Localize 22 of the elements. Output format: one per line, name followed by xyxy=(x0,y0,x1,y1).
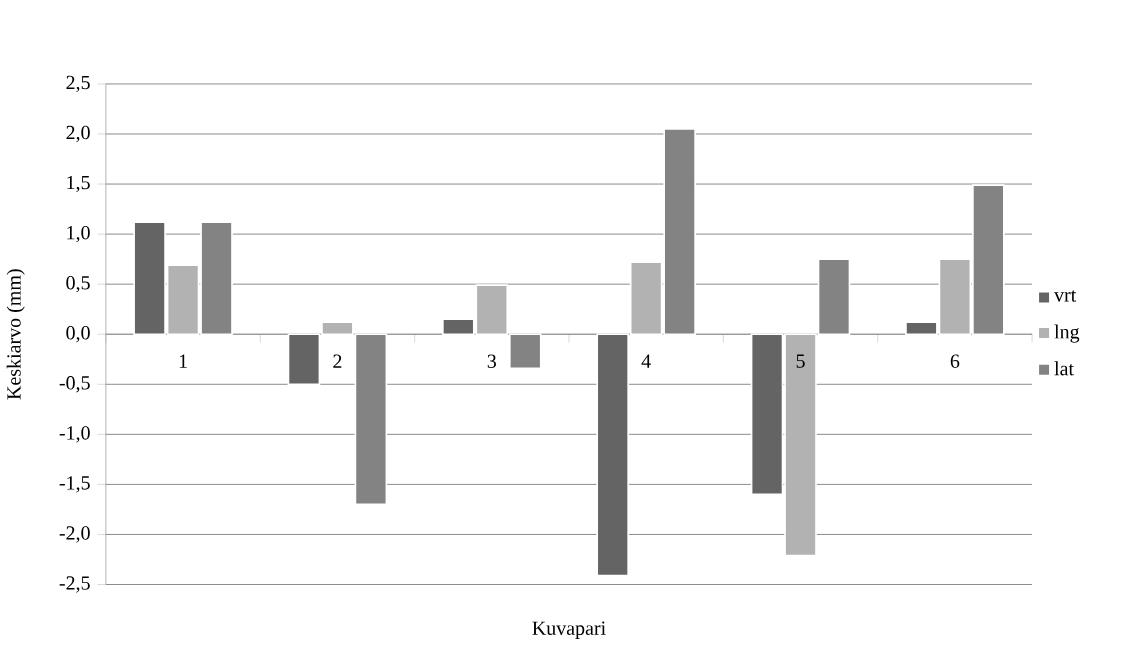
x-tick-label: 2 xyxy=(333,354,342,368)
y-tick-label: -2,0 xyxy=(59,526,90,543)
x-tick-label: 3 xyxy=(487,354,497,368)
y-tick-label: 1,0 xyxy=(67,225,90,243)
y-tick-label: -2,5 xyxy=(59,576,90,593)
y-tick-label: 0,0 xyxy=(66,325,90,343)
legend-label: lat xyxy=(1054,361,1074,376)
y-tick-label: 0,5 xyxy=(66,275,90,293)
x-tick-label: 1 xyxy=(179,354,187,368)
x-tick-label: 6 xyxy=(950,354,960,368)
y-tick-label: 2,5 xyxy=(66,75,90,92)
legend-label: lng xyxy=(1054,324,1080,343)
y-tick-label: -0,5 xyxy=(59,375,90,393)
x-tick-label: 4 xyxy=(641,354,651,368)
x-axis-title: Kuvapari xyxy=(532,621,606,639)
y-axis-title: Keskiarvo (mm) xyxy=(6,269,25,400)
legend-label: vrt xyxy=(1054,290,1077,302)
y-tick-label: -1,5 xyxy=(59,476,90,493)
x-tick-label: 5 xyxy=(796,354,805,368)
y-tick-label: -1,0 xyxy=(59,425,90,443)
y-tick-label: 1,5 xyxy=(67,175,90,192)
y-tick-label: 2,0 xyxy=(66,125,90,142)
